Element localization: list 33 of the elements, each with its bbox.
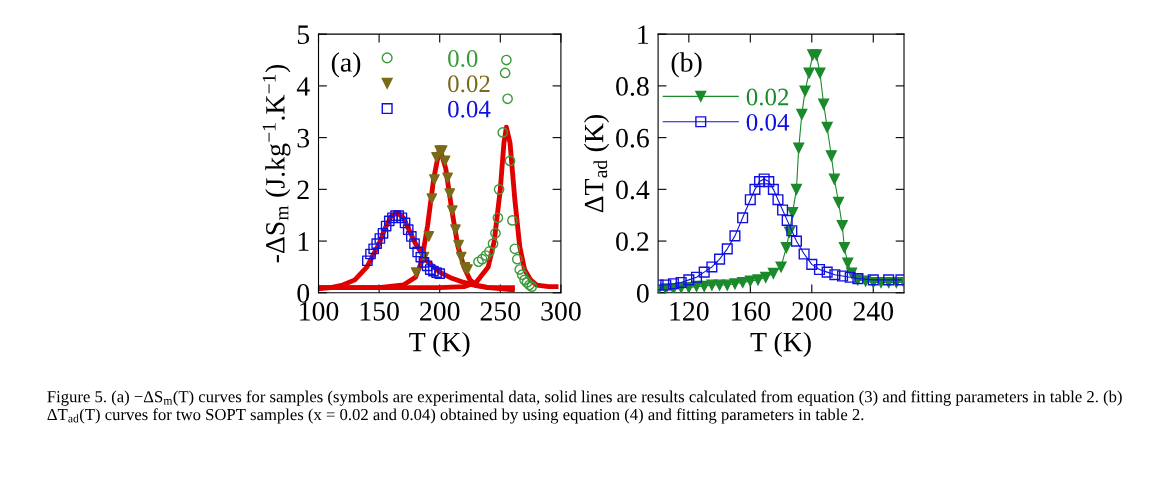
y-tick-label: 0 bbox=[297, 283, 310, 303]
annotation: (a) bbox=[331, 52, 361, 78]
y-tick-label: 0.6 bbox=[616, 128, 649, 148]
y-tick-label: 5 bbox=[297, 25, 310, 45]
y-tick-label: 1 bbox=[638, 25, 649, 44]
y-tick-label: 0.2 bbox=[616, 232, 649, 252]
x-tick-label: 150 bbox=[360, 301, 399, 321]
y-tick-label: 4 bbox=[296, 77, 310, 96]
y-tick-label: 0.8 bbox=[616, 77, 649, 96]
legend-label: 0.04 bbox=[746, 113, 790, 131]
y-tick-label: 2 bbox=[297, 180, 309, 199]
x-tick-label: 300 bbox=[541, 301, 581, 321]
y-axis-title: ΔT$_{ad}$ (K) bbox=[583, 115, 610, 213]
y-tick-label: 0.4 bbox=[616, 180, 650, 200]
x-tick-label: 160 bbox=[731, 301, 771, 321]
x-axis-title: T (K) bbox=[750, 331, 811, 358]
y-tick-label: 0 bbox=[636, 283, 649, 303]
x-tick-label: 120 bbox=[670, 301, 709, 321]
text: Figure 5. (a) −ΔS$_{m}$(T) curves for samples (symbols are experimental data, solid lines are results calculated from equation (3) and fitting parameters in table 2. (b) ΔT$_{ad}$(T) curves for two SOPT samples (x = 0.02 and 0.04) obtained by using equation (4) and fitting parameters in table 2. bbox=[47, 390, 1122, 424]
legend-label: 0.02 bbox=[746, 88, 789, 106]
x-tick-label: 240 bbox=[853, 301, 894, 321]
x-tick-label: 200 bbox=[792, 301, 832, 321]
annotation: (b) bbox=[671, 52, 702, 78]
x-tick-label: 200 bbox=[420, 301, 460, 321]
legend-label: 0.0 bbox=[448, 50, 478, 68]
legend-label: 0.04 bbox=[448, 100, 491, 118]
x-axis-title: T (K) bbox=[409, 331, 470, 358]
y-axis-title: -ΔS$_{m}$ (J.kg$^{−1}$.K$^{−1}$) bbox=[262, 64, 291, 263]
x-tick-label: 250 bbox=[480, 301, 521, 321]
x-tick-label: 100 bbox=[300, 301, 339, 321]
legend-label: 0.02 bbox=[448, 75, 490, 93]
y-tick-label: 1 bbox=[298, 232, 309, 251]
y-tick-label: 3 bbox=[297, 128, 310, 148]
